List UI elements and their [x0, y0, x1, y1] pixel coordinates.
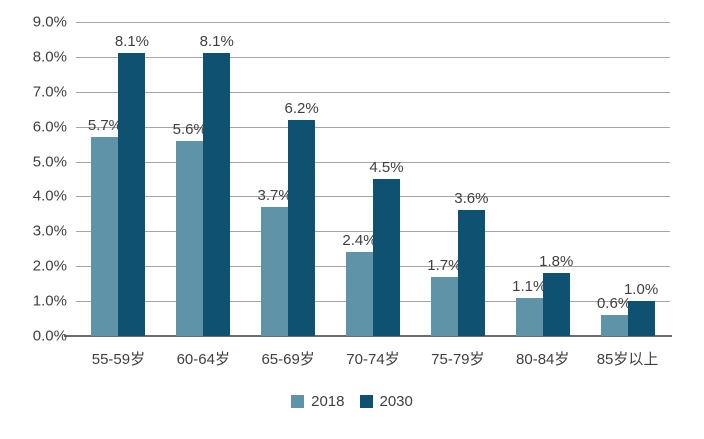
- bar-value-label: 4.5%: [369, 159, 404, 176]
- legend-label: 2030: [379, 393, 413, 410]
- x-axis-category-label: 75-79岁: [431, 351, 485, 368]
- bar-group: 2.4% 4.5% 70-74岁: [331, 22, 416, 368]
- x-axis-category-label: 70-74岁: [346, 351, 400, 368]
- bar-2030: 3.6%: [454, 190, 488, 336]
- bar-value-label: 1.7%: [427, 256, 462, 274]
- y-axis-tick-label: 5.0%: [32, 153, 67, 171]
- bar-value-label: 1.8%: [539, 253, 574, 271]
- x-axis-category-label: 55-59岁: [91, 351, 146, 368]
- plot-area: 9.0% 8.0% 7.0% 6.0% 5.0% 4.0% 3.0% 2.0% 1.0% 0.0%…: [33, 14, 672, 368]
- bar-group: 1.1% 1.8% 80-84岁: [500, 22, 585, 368]
- bar-2030: 8.1%: [200, 33, 234, 336]
- bar-2018: 1.1%: [512, 278, 546, 336]
- x-axis-category-label: 80-84岁: [516, 351, 570, 368]
- legend-item-2018: 2018: [291, 393, 345, 410]
- x-axis-category-label: 85岁以上: [596, 351, 659, 368]
- gridline: [76, 161, 670, 163]
- bar-2018: 5.6%: [173, 121, 207, 336]
- bar-group: 5.6% 8.1% 60-64岁: [161, 22, 246, 368]
- gridline: [76, 22, 670, 23]
- y-axis-tick-label: 6.0%: [32, 118, 67, 136]
- bar-2018: 2.4%: [342, 232, 377, 336]
- bar-2030: 1.0%: [624, 281, 658, 336]
- bar-value-label: 0.6%: [596, 295, 632, 313]
- bar-2030: 1.8%: [539, 253, 573, 336]
- bar-group: 0.6% 1.0% 85岁以上: [585, 22, 670, 368]
- bar-2018: 5.7%: [88, 117, 122, 336]
- y-axis-tick-label: 8.0%: [32, 48, 67, 66]
- bar-value-label: 1.1%: [512, 277, 547, 295]
- legend-swatch: [359, 395, 373, 408]
- bar-2030: 4.5%: [369, 159, 404, 336]
- y-axis-tick-label: 4.0%: [32, 187, 67, 205]
- bar-value-label: 3.6%: [454, 190, 489, 208]
- legend-item-2030: 2030: [359, 393, 413, 410]
- bar-value-label: 6.2%: [284, 99, 319, 117]
- y-axis-tick-label: 9.0%: [32, 13, 67, 31]
- y-axis-tick-label: 3.0%: [32, 222, 67, 240]
- legend: 2018 2030: [0, 393, 704, 410]
- legend-label: 2018: [311, 393, 345, 410]
- bar-2018: 3.7%: [258, 187, 292, 336]
- bar-2030: 8.1%: [115, 33, 149, 336]
- gridline: [76, 126, 670, 128]
- gridline: [76, 91, 670, 93]
- y-axis-tick-label: 7.0%: [32, 83, 67, 101]
- bar-value-label: 2.4%: [342, 232, 377, 250]
- bar-value-label: 3.7%: [257, 186, 292, 204]
- x-axis-category-label: 60-64岁: [176, 351, 230, 368]
- legend-swatch: [291, 395, 305, 408]
- gridline: [76, 56, 670, 58]
- bar-group: 3.7% 6.2% 65-69岁: [246, 22, 331, 368]
- bar-value-label: 5.7%: [87, 117, 123, 135]
- bar-value-label: 1.0%: [623, 281, 659, 299]
- bar-value-label: 5.6%: [172, 120, 207, 138]
- y-axis-tick-label: 2.0%: [32, 257, 67, 275]
- x-axis-line: [64, 335, 672, 337]
- bar-group: 5.7% 8.1% 55-59岁: [76, 22, 161, 368]
- bar-2030: 6.2%: [285, 100, 319, 336]
- bar-group: 1.7% 3.6% 75-79岁: [415, 22, 500, 368]
- x-axis-category-label: 65-69岁: [261, 351, 315, 368]
- y-axis-tick-label: 0.0%: [32, 327, 67, 345]
- bar-2018: 0.6%: [597, 295, 631, 336]
- bar-value-label: 8.1%: [114, 33, 150, 51]
- bar-value-label: 8.1%: [199, 33, 234, 51]
- y-axis-tick-label: 1.0%: [32, 292, 67, 310]
- bar-2018: 1.7%: [427, 257, 461, 336]
